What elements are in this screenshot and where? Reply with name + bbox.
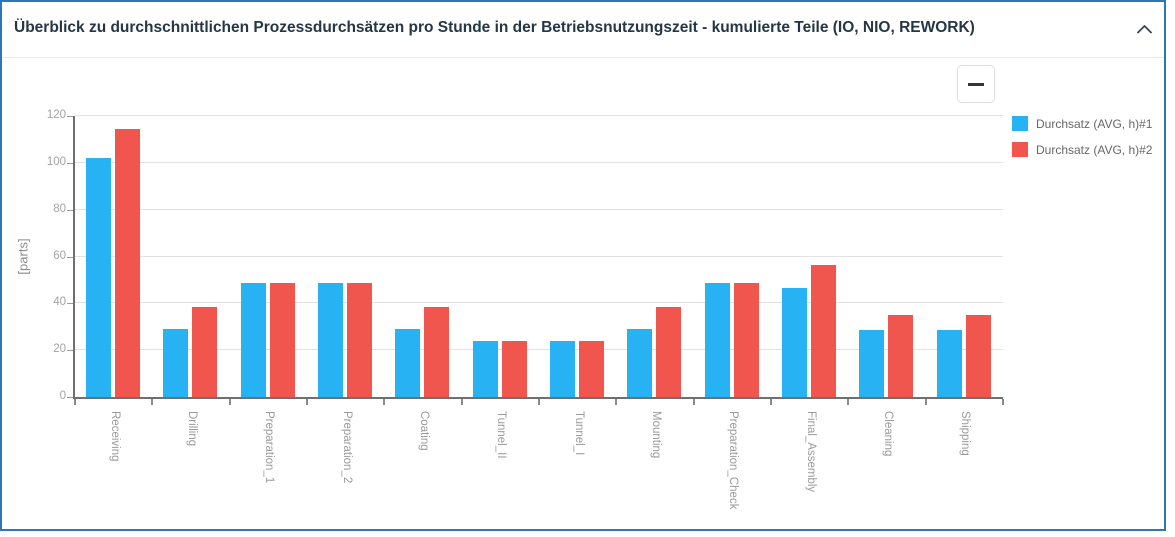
y-axis-tick: [67, 397, 73, 398]
gridline: [75, 302, 1003, 304]
y-axis-tick: [67, 162, 73, 164]
chevron-up-icon: [1136, 23, 1153, 38]
x-axis-tick: [847, 399, 850, 405]
y-tick-label: 20: [53, 343, 66, 356]
x-category-label: Final_Assembly: [804, 411, 817, 493]
x-category-label: Mounting: [650, 411, 662, 459]
header-divider: [2, 57, 1164, 58]
chart-legend: Durchsatz (AVG, h)#1 Durchsatz (AVG, h)#2: [1012, 116, 1152, 168]
legend-swatch: [1012, 142, 1028, 157]
bar-Tunnel_I-series2[interactable]: [579, 340, 604, 397]
y-tick-label: 120: [46, 109, 66, 121]
y-tick-label: 100: [46, 155, 66, 168]
x-category-label: Preparation_1: [263, 411, 276, 484]
y-tick-label: 40: [53, 296, 66, 309]
gridline: [75, 255, 1003, 257]
y-tick-label: 60: [53, 249, 66, 262]
bar-Preparation_2-series2[interactable]: [347, 283, 372, 397]
panel-title: Überblick zu durchschnittlichen Prozessd…: [14, 19, 975, 36]
x-axis-tick: [74, 399, 76, 405]
bar-Preparation_Check-series1[interactable]: [704, 283, 730, 397]
bar-Preparation_1-series2[interactable]: [269, 283, 295, 397]
y-axis-tick: [67, 209, 73, 211]
y-axis-tick: [67, 350, 73, 352]
y-axis-tick: [67, 303, 73, 305]
y-tick-label: 80: [53, 202, 66, 215]
x-axis-tick: [692, 399, 695, 405]
chart-menu-button[interactable]: [957, 65, 995, 103]
x-axis-tick: [538, 399, 540, 405]
bar-Tunnel_I-series1[interactable]: [550, 340, 575, 397]
bar-Final_Assembly-series1[interactable]: [782, 288, 807, 397]
bar-Coating-series2[interactable]: [424, 306, 450, 397]
x-category-label: Drilling: [186, 411, 198, 447]
bar-Preparation_Check-series2[interactable]: [733, 283, 759, 397]
x-category-label: Tunnel_II: [495, 411, 508, 459]
bar-Coating-series1[interactable]: [395, 329, 421, 397]
x-axis-line: [73, 397, 1003, 399]
x-category-label: Coating: [418, 411, 430, 451]
y-axis-tick: [67, 256, 73, 258]
x-axis-tick: [383, 399, 386, 405]
x-category-label: Shipping: [959, 411, 972, 456]
y-axis-line: [73, 116, 75, 399]
gridline: [75, 208, 1003, 210]
x-axis-tick: [151, 399, 154, 405]
bar-Preparation_2-series1[interactable]: [318, 283, 343, 397]
x-axis-tick: [306, 399, 308, 405]
x-category-label: Receiving: [108, 411, 121, 462]
x-category-label: Preparation_Check: [727, 411, 740, 510]
gridline: [75, 115, 1003, 116]
gridline: [75, 349, 1003, 351]
bar-Cleaning-series1[interactable]: [859, 330, 885, 397]
x-axis-tick: [228, 399, 231, 405]
x-category-label: Preparation_2: [340, 411, 353, 484]
bar-Receiving-series1[interactable]: [86, 158, 111, 397]
y-tick-label: 0: [59, 390, 66, 402]
bar-Drilling-series2[interactable]: [192, 306, 218, 397]
legend-label: Durchsatz (AVG, h)#1: [1036, 116, 1153, 131]
legend-swatch: [1012, 116, 1028, 131]
collapse-panel-button[interactable]: [1132, 20, 1156, 40]
y-axis-tick: [67, 116, 73, 117]
bar-Mounting-series1[interactable]: [627, 329, 653, 397]
x-axis-tick: [924, 399, 927, 405]
bar-Tunnel_II-series2[interactable]: [501, 340, 527, 397]
bar-Preparation_1-series1[interactable]: [240, 283, 266, 397]
bar-Final_Assembly-series2[interactable]: [811, 264, 836, 397]
bar-Cleaning-series2[interactable]: [888, 315, 914, 397]
x-axis-tick: [770, 399, 772, 405]
bar-Shipping-series1[interactable]: [936, 330, 962, 397]
legend-label: Durchsatz (AVG, h)#2: [1036, 142, 1153, 157]
bar-Tunnel_II-series1[interactable]: [472, 340, 498, 397]
legend-item-series1[interactable]: Durchsatz (AVG, h)#1: [1012, 116, 1152, 131]
bar-Shipping-series2[interactable]: [965, 315, 991, 397]
bar-Mounting-series2[interactable]: [656, 306, 682, 397]
x-category-label: Cleaning: [882, 411, 894, 457]
gridline: [75, 161, 1003, 163]
x-axis-tick: [1002, 399, 1004, 405]
legend-item-series2[interactable]: Durchsatz (AVG, h)#2: [1012, 142, 1152, 157]
bar-Receiving-series2[interactable]: [115, 128, 140, 397]
bar-Drilling-series1[interactable]: [163, 329, 189, 397]
x-category-label: Tunnel_I: [572, 411, 585, 456]
x-axis-tick: [615, 399, 618, 405]
x-axis-tick: [460, 399, 463, 405]
